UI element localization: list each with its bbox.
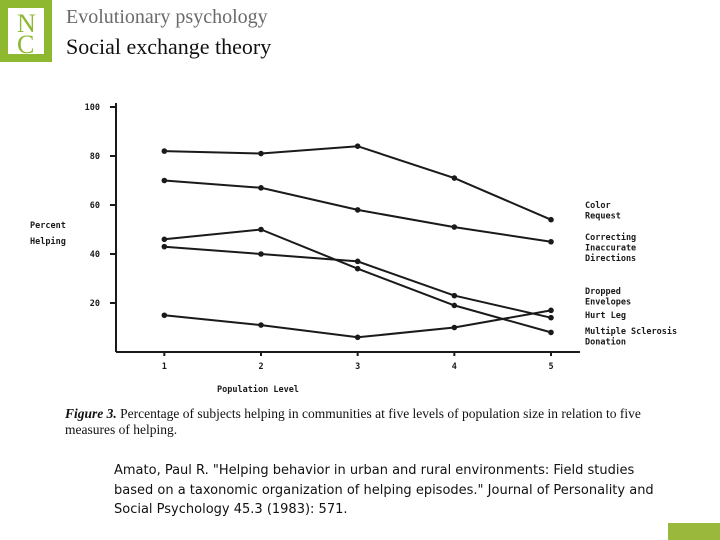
data-point (451, 175, 458, 181)
data-point (548, 329, 554, 336)
data-point (161, 236, 168, 243)
data-point (548, 314, 554, 321)
data-point (451, 302, 458, 309)
x-tick-label: 2 (258, 362, 263, 372)
x-tick-label: 3 (355, 362, 360, 372)
legend-label: Directions (585, 253, 636, 264)
data-point (354, 143, 361, 149)
data-point (451, 324, 458, 331)
legend-label: Dropped (585, 287, 621, 297)
data-point (161, 177, 168, 184)
logo-frame: N C (6, 6, 46, 59)
data-point (548, 307, 554, 314)
data-point (161, 148, 168, 154)
series-line-5 (164, 309, 552, 339)
citation: Amato, Paul R. "Helping behavior in urba… (114, 463, 654, 517)
figure-caption: Figure 3. Percentage of subjects helping… (65, 406, 685, 438)
data-point (354, 207, 361, 213)
y-tick-label: 40 (90, 250, 100, 260)
data-point (258, 251, 264, 257)
corner-accent-bar (668, 523, 720, 540)
data-point (548, 238, 554, 245)
data-point (161, 312, 168, 319)
data-point (354, 334, 361, 341)
legend-label: Donation (585, 337, 626, 348)
x-tick-label: 5 (548, 362, 553, 372)
data-point (258, 226, 264, 233)
slide-subtitle: Evolutionary psychology (66, 6, 268, 28)
x-tick-label: 1 (162, 362, 167, 372)
figure-label: Figure 3. (65, 406, 117, 421)
y-tick-label: 60 (90, 201, 100, 211)
data-point (451, 224, 458, 230)
legend-label: Inaccurate (585, 244, 636, 254)
data-point (451, 292, 458, 299)
y-axis-label: Percent (30, 221, 66, 231)
legend-label: Hurt Leg (585, 311, 626, 321)
x-tick-label: 4 (452, 362, 457, 372)
data-point (354, 258, 361, 265)
y-axis-label: Helping (30, 236, 66, 247)
line-chart: 20 40 60 80 100 1 2 3 4 5 Population Level Percent H… (30, 103, 677, 395)
legend-label: Envelopes (585, 298, 631, 308)
data-point (354, 265, 361, 272)
legend-label: Request (585, 212, 621, 222)
data-point (258, 185, 264, 191)
figure-caption-text: Percentage of subjects helping in commun… (65, 406, 641, 437)
y-tick-label: 100 (85, 103, 100, 113)
data-point (548, 216, 554, 223)
legend-label: Correcting (585, 232, 636, 243)
logo: N C (0, 0, 52, 62)
data-point (258, 322, 264, 328)
y-tick-label: 20 (90, 299, 100, 309)
logo-letter-n: N (17, 9, 36, 38)
logo-letter-c: C (17, 30, 35, 59)
data-point (258, 150, 264, 157)
series-line-4 (164, 228, 552, 334)
legend-label: Multiple Sclerosis (585, 326, 677, 337)
series-line-3 (164, 245, 552, 319)
data-point (161, 243, 168, 250)
x-axis-label: Population Level (217, 384, 299, 395)
y-tick-label: 80 (90, 152, 100, 162)
legend-label: Color (585, 201, 611, 211)
slide-title: Social exchange theory (66, 34, 272, 59)
